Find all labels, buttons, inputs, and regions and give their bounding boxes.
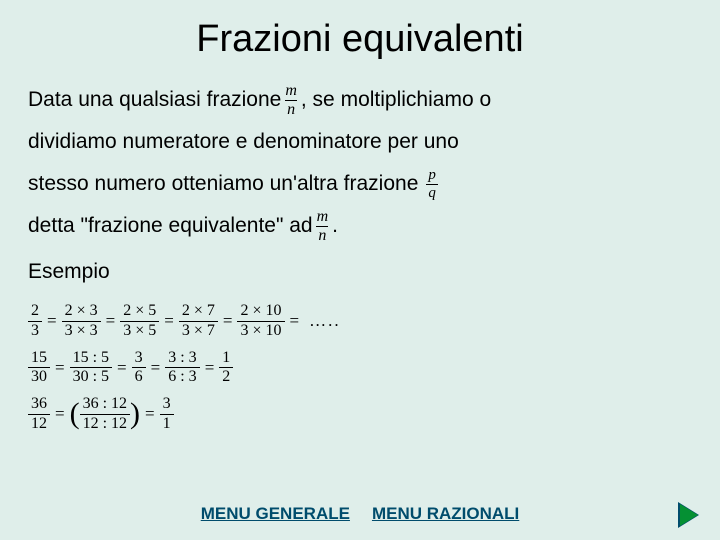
next-arrow-icon[interactable] <box>680 504 698 526</box>
equals-sign: = <box>55 351 65 385</box>
fraction-numerator: 15 : 5 <box>70 350 112 368</box>
fraction-denominator: q <box>426 184 438 201</box>
fraction-denominator: 3 × 5 <box>120 321 159 340</box>
equals-sign: = <box>290 304 300 338</box>
fraction-denominator: n <box>285 100 297 118</box>
text-fragment: detta "frazione equivalente" ad <box>28 205 313 247</box>
ellipsis: ….. <box>309 304 341 338</box>
example-label: Esempio <box>28 251 692 293</box>
fraction-numerator: 2 × 10 <box>237 303 284 321</box>
equals-sign: = <box>117 351 127 385</box>
equals-sign: = <box>205 351 215 385</box>
text-line-3: stesso numero otteniamo un'altra frazion… <box>28 163 692 205</box>
equals-sign: = <box>164 304 174 338</box>
fraction-numerator: 1 <box>219 350 233 368</box>
equation-fraction: 3 : 36 : 3 <box>165 350 199 387</box>
equals-sign: = <box>106 304 116 338</box>
equals-sign: = <box>151 351 161 385</box>
equation-fraction: 31 <box>160 396 174 433</box>
equation-fraction: 2 × 33 × 3 <box>62 303 101 340</box>
fraction-mn: m n <box>283 83 299 118</box>
fraction-numerator: 3 : 3 <box>165 350 199 368</box>
fraction-numerator: 36 <box>28 396 50 414</box>
equation-fraction: 23 <box>28 303 42 340</box>
fraction-numerator: m <box>315 209 331 226</box>
fraction-numerator: 15 <box>28 350 50 368</box>
equals-sign: = <box>145 397 155 431</box>
left-paren-icon: ( <box>70 403 80 424</box>
fraction-denominator: 1 <box>160 414 174 433</box>
text-fragment: Esempio <box>28 251 110 293</box>
fraction-denominator: 3 × 7 <box>179 321 218 340</box>
equation-fraction: 3612 <box>28 396 50 433</box>
fraction-denominator: 12 : 12 <box>80 414 130 433</box>
text-line-2: dividiamo numeratore e denominatore per … <box>28 121 692 163</box>
fraction-numerator: 36 : 12 <box>80 396 130 414</box>
fraction-denominator: 3 <box>28 321 42 340</box>
right-paren-icon: ) <box>130 403 140 424</box>
fraction-denominator: 6 <box>132 367 146 386</box>
fraction-mn-2: m n <box>315 209 331 244</box>
equation-row-3: 3612=(36 : 1212 : 12)=31 <box>28 396 692 433</box>
text-line-4: detta "frazione equivalente" ad m n . <box>28 205 692 247</box>
fraction-numerator: 2 × 7 <box>179 303 218 321</box>
body-text: Data una qualsiasi frazione m n , se mol… <box>28 79 692 433</box>
page-title: Frazioni equivalenti <box>28 18 692 61</box>
equation-row-2: 1530=15 : 530 : 5=36=3 : 36 : 3=12 <box>28 350 692 387</box>
equation-fraction: 36 <box>132 350 146 387</box>
equation-fraction: 2 × 73 × 7 <box>179 303 218 340</box>
text-line-1: Data una qualsiasi frazione m n , se mol… <box>28 79 692 121</box>
fraction-numerator: 2 × 3 <box>62 303 101 321</box>
text-fragment: stesso numero otteniamo un'altra frazion… <box>28 163 418 205</box>
equals-sign: = <box>55 397 65 431</box>
fraction-denominator: n <box>316 226 328 244</box>
equals-sign: = <box>223 304 233 338</box>
text-fragment: Data una qualsiasi frazione <box>28 79 281 121</box>
fraction-numerator: 2 <box>28 303 42 321</box>
fraction-numerator: m <box>283 83 299 100</box>
paren-fraction: (36 : 1212 : 12) <box>70 396 140 433</box>
fraction-numerator: 3 <box>160 396 174 414</box>
equals-sign: = <box>47 304 57 338</box>
menu-razionali-link[interactable]: MENU RAZIONALI <box>372 504 519 524</box>
text-fragment: . <box>332 205 338 247</box>
fraction-denominator: 30 : 5 <box>70 367 112 386</box>
text-fragment: dividiamo numeratore e denominatore per … <box>28 121 459 163</box>
fraction-pq: p q <box>426 168 438 201</box>
text-fragment: , se moltiplichiamo o <box>301 79 491 121</box>
menu-generale-link[interactable]: MENU GENERALE <box>201 504 350 524</box>
footer-nav: MENU GENERALE MENU RAZIONALI <box>0 504 720 524</box>
fraction-denominator: 30 <box>28 367 50 386</box>
fraction-denominator: 6 : 3 <box>165 367 199 386</box>
fraction-denominator: 3 × 3 <box>62 321 101 340</box>
equation-row-1: 23=2 × 33 × 3=2 × 53 × 5=2 × 73 × 7=2 × … <box>28 303 692 340</box>
equation-fraction: 2 × 53 × 5 <box>120 303 159 340</box>
equation-fraction: 1530 <box>28 350 50 387</box>
equation-fraction: 15 : 530 : 5 <box>70 350 112 387</box>
fraction-denominator: 12 <box>28 414 50 433</box>
equation-fraction: 36 : 1212 : 12 <box>80 396 130 433</box>
equation-fraction: 2 × 103 × 10 <box>237 303 284 340</box>
equation-fraction: 12 <box>219 350 233 387</box>
fraction-numerator: 3 <box>132 350 146 368</box>
fraction-denominator: 3 × 10 <box>237 321 284 340</box>
fraction-numerator: p <box>426 168 438 184</box>
fraction-numerator: 2 × 5 <box>120 303 159 321</box>
fraction-denominator: 2 <box>219 367 233 386</box>
